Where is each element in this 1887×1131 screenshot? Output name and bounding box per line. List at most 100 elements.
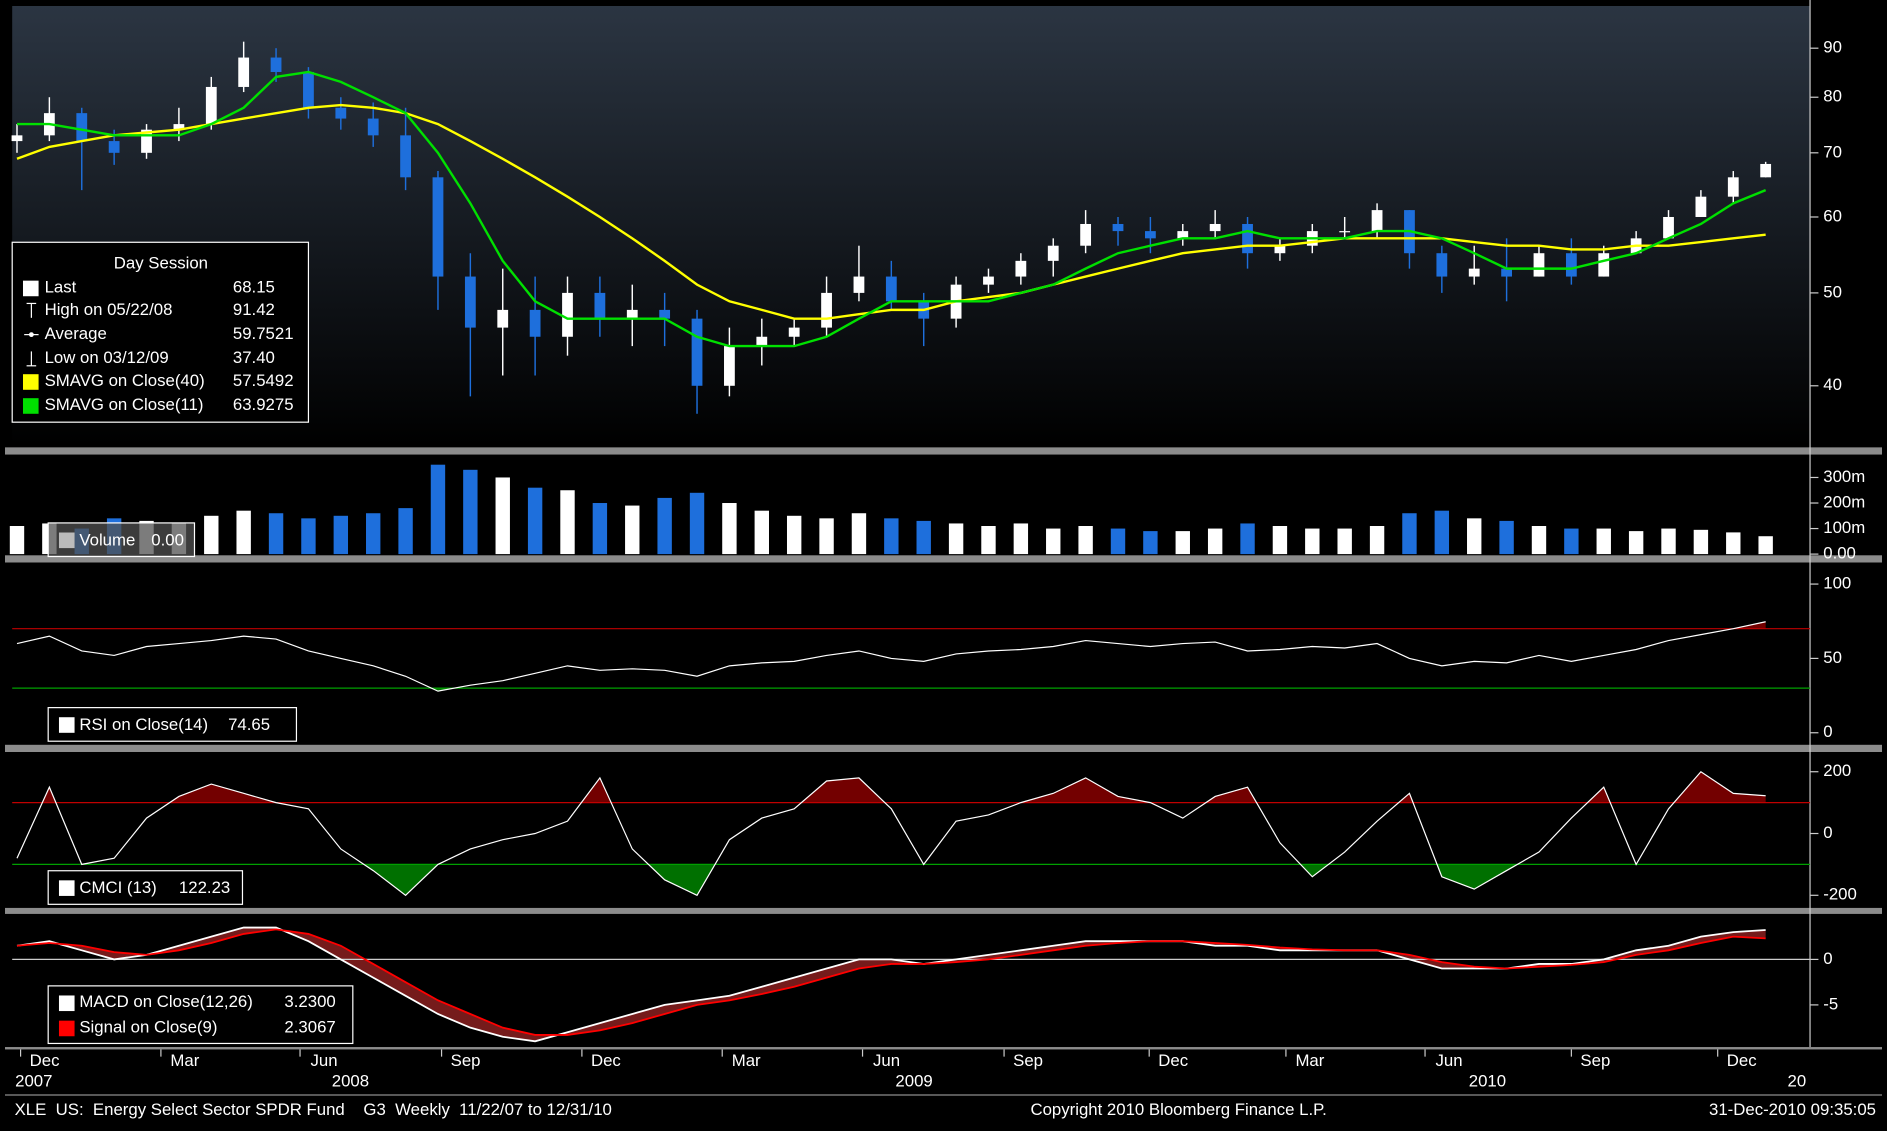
legend-label: Volume: [79, 530, 135, 549]
candle-body: [1565, 253, 1577, 277]
separator: [4, 744, 1883, 753]
candle-body: [821, 292, 832, 328]
macd-fill: [16, 927, 1766, 1042]
candle-body: [1177, 231, 1189, 239]
icon: [28, 332, 34, 338]
y-tick-label: 100m: [1823, 518, 1865, 537]
candle-body: [205, 86, 217, 125]
volume-bar: [236, 510, 251, 555]
legend-label: MACD on Close(12,26): [79, 992, 252, 1011]
candle-body: [691, 318, 703, 386]
candle-body: [1371, 210, 1383, 232]
y-tick-label: -200: [1823, 885, 1857, 904]
candle-body: [1015, 260, 1027, 277]
x-year-label: 2009: [895, 1071, 932, 1090]
legend-value: 91.42: [233, 300, 275, 319]
volume-bar: [1143, 531, 1158, 555]
volume-bar: [1499, 520, 1514, 555]
legend-label: Last: [45, 277, 77, 296]
volume-bar: [1596, 528, 1611, 555]
volume-bar: [1078, 526, 1093, 555]
legend-label: Signal on Close(9): [79, 1017, 217, 1036]
volume-bar: [1434, 510, 1450, 555]
volume-bar: [916, 520, 931, 555]
candle-body: [270, 57, 282, 72]
candle-body: [1663, 216, 1674, 239]
candle-body: [141, 129, 152, 153]
y-tick-label: 200: [1823, 761, 1851, 780]
y-tick-label: 0.00: [1823, 544, 1856, 563]
volume-bar: [204, 515, 219, 555]
volume-bar: [9, 526, 25, 555]
y-tick-label: 50: [1823, 282, 1842, 301]
legend-label: SMAVG on Close(40): [45, 371, 205, 390]
x-tick-label: Sep: [1013, 1051, 1043, 1070]
volume-bar: [592, 503, 608, 555]
volume-bar: [398, 508, 413, 555]
candle-body: [885, 276, 897, 302]
candle-body: [724, 346, 735, 386]
y-tick-label: 100: [1823, 574, 1851, 593]
volume-bar: [560, 490, 575, 555]
legend-value: 57.5492: [233, 371, 294, 390]
legend-swatch: [22, 374, 39, 390]
volume-bar: [366, 513, 381, 555]
volume-bar: [1531, 526, 1547, 555]
x-year-label: 2010: [1469, 1071, 1506, 1090]
legend-value: 122.23: [179, 878, 230, 897]
candle-body: [788, 327, 800, 337]
x-tick-label: Dec: [1727, 1051, 1757, 1070]
legend-swatch: [58, 880, 75, 896]
legend-box: [47, 707, 298, 742]
legend-label: High on 05/22/08: [45, 300, 173, 319]
indicator-line: [16, 621, 1766, 692]
legend-value: 59.7521: [233, 324, 294, 343]
x-tick-label: Mar: [1295, 1051, 1324, 1070]
legend-box: [11, 241, 310, 423]
legend-value: 3.2300: [284, 992, 335, 1011]
candle-body: [626, 309, 638, 319]
legend-label: SMAVG on Close(11): [45, 395, 204, 414]
separator: [4, 907, 1883, 914]
candle-body: [464, 276, 476, 328]
candle-body: [173, 124, 185, 130]
x-tick-label: Dec: [30, 1051, 60, 1070]
volume-bar: [1337, 528, 1352, 555]
legend-label: Average: [45, 324, 107, 343]
volume-bar: [948, 523, 964, 555]
candle-body: [11, 135, 23, 142]
candle-body: [1468, 268, 1480, 277]
indicator-line: [16, 770, 1766, 897]
legend-swatch: [58, 717, 75, 733]
candle-body: [1695, 196, 1707, 217]
volume-bar: [495, 477, 510, 555]
legend-value: 0.00: [151, 530, 184, 549]
y-tick-label: 90: [1823, 38, 1842, 57]
candle-body: [1760, 163, 1772, 178]
volume-bar: [625, 505, 640, 555]
plot-layer: 40 50 60 70 80 90 Day Session Last 68.15 High on …: [9, 38, 1865, 1090]
y-tick-label: 80: [1823, 87, 1842, 106]
separator: [4, 1047, 1883, 1050]
volume-bar: [333, 515, 349, 555]
volume-bar: [1207, 528, 1223, 555]
candle-body: [497, 309, 509, 328]
volume-bar: [689, 492, 705, 555]
footer-left: XLE US: Energy Select Sector SPDR Fund G…: [15, 1100, 612, 1119]
x-year-label: 2007: [15, 1071, 52, 1090]
volume-bar: [1013, 523, 1029, 555]
y-tick-label: 0: [1823, 949, 1832, 968]
volume-bar: [1305, 528, 1320, 555]
volume-bar: [1175, 531, 1190, 555]
volume-bar: [301, 518, 316, 555]
candle-body: [659, 309, 671, 319]
legend-swatch: [58, 532, 75, 549]
legend-label: RSI on Close(14): [79, 715, 208, 734]
x-tick-label: Mar: [732, 1051, 761, 1070]
volume-bar: [851, 513, 867, 555]
candle-body: [1339, 231, 1351, 233]
volume-bar: [1661, 528, 1676, 555]
y-tick-label: 0: [1823, 823, 1832, 842]
legend-swatch: [22, 280, 39, 297]
